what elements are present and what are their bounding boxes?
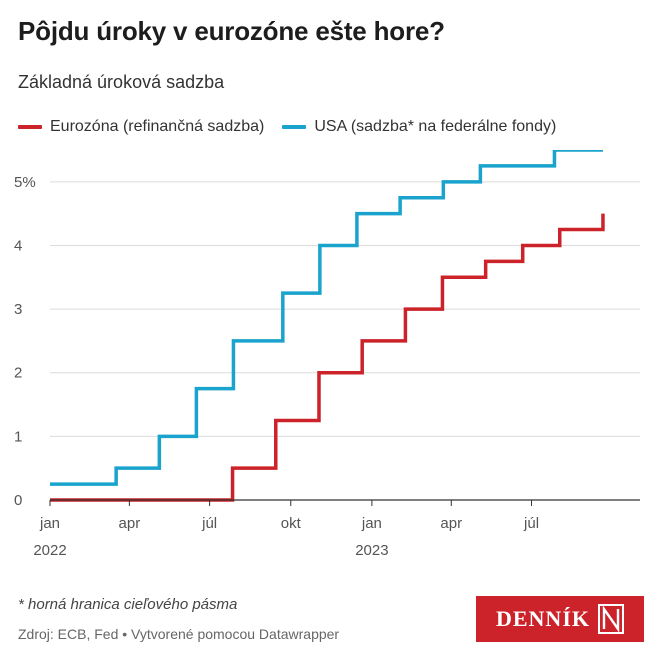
grid-layer — [50, 181, 640, 437]
step-line-chart: 0 1 2 3 4 5% jan 2022 apr júl okt jan 2023 apr júl — [14, 150, 640, 559]
x-tick-label: apr — [440, 515, 462, 532]
x-tick-year-label: 2022 — [33, 542, 66, 559]
chart-subtitle: Základná úroková sadzba — [18, 72, 225, 92]
y-tick-label: 0 — [14, 492, 22, 509]
source-note: Zdroj: ECB, Fed • Vytvorené pomocou Data… — [18, 626, 340, 642]
dennik-n-logo: DENNÍK — [476, 596, 644, 642]
y-tick-label: 4 — [14, 237, 22, 254]
series-layer — [50, 150, 605, 502]
legend-item-usa: USA (sadzba* na federálne fondy) — [282, 118, 556, 136]
y-tick-label: 5% — [14, 174, 36, 191]
y-tick-label: 3 — [14, 301, 22, 318]
legend-swatch-eurozone — [18, 125, 42, 129]
legend-label-eurozone: Eurozóna (refinančná sadzba) — [50, 118, 265, 135]
x-tick-label: okt — [281, 515, 302, 532]
legend-item-eurozone: Eurozóna (refinančná sadzba) — [18, 118, 264, 136]
x-tick-label: júl — [201, 515, 217, 532]
axis-layer: 0 1 2 3 4 5% jan 2022 apr júl okt jan 2023 apr júl — [14, 174, 640, 559]
x-tick-label: júl — [523, 515, 539, 532]
chart-title: Pôjdu úroky v eurozóne ešte hore? — [18, 16, 445, 46]
x-tick-label: jan — [361, 515, 382, 532]
footnote: * horná hranica cieľového pásma — [18, 596, 238, 613]
x-tick-label: jan — [39, 515, 60, 532]
legend-swatch-usa — [282, 125, 307, 129]
series-line-usa — [50, 150, 603, 486]
series-line-eurozone — [50, 213, 605, 502]
y-tick-label: 2 — [14, 365, 22, 382]
x-tick-year-label: 2023 — [355, 542, 388, 559]
logo-n-icon — [598, 604, 624, 634]
logo-text: DENNÍK — [495, 606, 590, 631]
legend: Eurozóna (refinančná sadzba) USA (sadzba… — [18, 118, 574, 136]
x-tick-label: apr — [119, 515, 141, 532]
y-tick-label: 1 — [14, 428, 22, 445]
legend-label-usa: USA (sadzba* na federálne fondy) — [314, 118, 557, 135]
